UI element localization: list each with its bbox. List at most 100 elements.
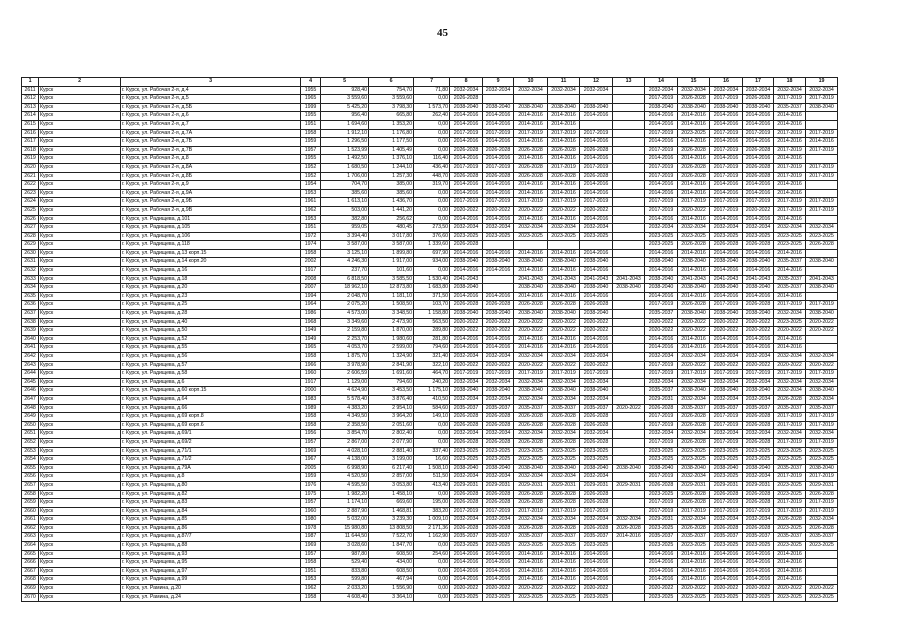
table-cell: 2038-2040 bbox=[449, 309, 483, 319]
table-cell: Курск bbox=[38, 154, 121, 164]
table-cell: 2026-2028 bbox=[742, 94, 774, 104]
table-cell: 0,00 bbox=[413, 541, 450, 551]
table-cell: г. Курск, ул. Радищева, д.82 bbox=[120, 489, 301, 500]
table-cell: 2032-2034 bbox=[742, 515, 774, 525]
table-row: 2625 Курск г. Курск, ул. Рабочая 2-я, д.9В… bbox=[21, 205, 838, 216]
table-cell: 2017-2019 bbox=[773, 145, 806, 156]
table-cell: 2014-2016 bbox=[709, 334, 743, 345]
column-header: 15 bbox=[677, 77, 710, 87]
table-cell: 2041-2043 bbox=[612, 274, 645, 285]
table-cell: 599,80 bbox=[320, 575, 369, 586]
table-cell: 2017-2019 bbox=[805, 369, 838, 379]
table-cell: г. Курск, ул. Радищева, д.118 bbox=[120, 240, 301, 250]
table-cell: 2032-2034 bbox=[449, 85, 483, 96]
table-cell: 2035-2037 bbox=[709, 532, 743, 543]
table-cell: 2038-2040 bbox=[644, 257, 678, 268]
table-cell: 2014-2016 bbox=[677, 111, 710, 121]
table-cell: Курск bbox=[38, 145, 121, 156]
table-cell: г. Курск, ул. Рабочая 2-я, д.4 bbox=[120, 85, 301, 96]
table-cell: 2038-2040 bbox=[482, 257, 514, 268]
table-cell: 2038-2040 bbox=[579, 283, 613, 293]
table-cell: Курск bbox=[38, 128, 121, 139]
table-cell: 1958 bbox=[300, 248, 321, 259]
table-cell: 2017-2019 bbox=[805, 205, 838, 216]
table-cell bbox=[612, 102, 645, 113]
table-cell: 2032-2034 bbox=[449, 472, 483, 482]
table-cell: 2 599,00 bbox=[368, 343, 414, 353]
table-cell: 2014-2016 bbox=[677, 291, 710, 302]
table-cell bbox=[482, 240, 514, 250]
table-cell: 6 998,90 bbox=[320, 463, 369, 474]
table-cell: Курск bbox=[38, 369, 121, 379]
table-cell: 2623 bbox=[21, 188, 39, 199]
table-cell: 2020-2022 bbox=[579, 360, 613, 371]
table-cell: г. Курск, ул. Радищева, д.105 bbox=[120, 223, 301, 233]
table-cell: 2023-2025 bbox=[709, 472, 743, 482]
table-cell: 2035-2037 bbox=[547, 532, 580, 543]
table-cell: 1960 bbox=[300, 506, 321, 517]
table-cell: 2014-2016 bbox=[709, 180, 743, 190]
table-cell: г. Курск, ул. Радищева, д.101 bbox=[120, 214, 301, 225]
table-cell: 2029-2031 bbox=[449, 480, 483, 491]
table-cell: 2628 bbox=[21, 231, 39, 242]
table-cell: 2038-2040 bbox=[677, 386, 710, 396]
table-cell: 2032-2034 bbox=[742, 472, 774, 482]
table-cell: 2017-2019 bbox=[644, 360, 678, 371]
table-row: 2631 Курск г. Курск, ул. Радищева, д.14 ко… bbox=[21, 257, 838, 268]
table-cell: 2026-2028 bbox=[677, 171, 710, 182]
table-cell: 2032-2034 bbox=[773, 309, 806, 319]
table-cell: 1 405,49 bbox=[368, 145, 414, 156]
table-cell: 2032-2034 bbox=[709, 377, 743, 388]
column-header: 16 bbox=[709, 77, 743, 87]
table-cell: 2 887,90 bbox=[320, 506, 369, 517]
table-cell: 2014-2016 bbox=[482, 248, 514, 259]
table-cell: 2017-2019 bbox=[709, 437, 743, 448]
table-cell: 2014-2016 bbox=[482, 575, 514, 586]
table-cell: 240,20 bbox=[413, 377, 450, 388]
table-cell bbox=[612, 446, 645, 457]
table-cell: 2643 bbox=[21, 360, 39, 371]
table-cell: 2613 bbox=[21, 102, 39, 113]
table-cell: 2017-2019 bbox=[644, 420, 678, 431]
table-cell: 2017-2019 bbox=[709, 369, 743, 379]
table-cell: 2014-2016 bbox=[644, 266, 678, 276]
table-cell: 2014-2016 bbox=[449, 575, 483, 586]
table-cell: 2014-2016 bbox=[482, 566, 514, 577]
table-cell: 2041-2043 bbox=[547, 274, 580, 285]
table-row: 2657 Курск г. Курск, ул. Радищева, д.80 197… bbox=[21, 480, 838, 491]
table-cell: 1955 bbox=[300, 111, 321, 121]
table-cell: 2023-2025 bbox=[579, 446, 613, 457]
table-cell bbox=[612, 472, 645, 482]
table-cell: 1951 bbox=[300, 566, 321, 577]
table-cell: 2 048,70 bbox=[320, 291, 369, 302]
table-cell: 0,00 bbox=[413, 197, 450, 207]
table-cell: 2041-2043 bbox=[579, 274, 613, 285]
table-cell: 2632 bbox=[21, 266, 39, 276]
table-cell: 1 508,50 bbox=[368, 300, 414, 311]
table-cell: 3 854,70 bbox=[320, 429, 369, 439]
table-cell: 2653 bbox=[21, 446, 39, 457]
table-cell: 2014-2016 bbox=[579, 137, 613, 147]
table-cell: 1 244,10 bbox=[368, 162, 414, 173]
table-cell: 2023-2025 bbox=[677, 446, 710, 457]
table-cell: Курск bbox=[38, 162, 121, 173]
table-cell: 2023-2025 bbox=[742, 455, 774, 465]
table-cell: 2 077,90 bbox=[368, 437, 414, 448]
table-cell bbox=[612, 549, 645, 560]
table-cell bbox=[612, 429, 645, 439]
table-cell: 2651 bbox=[21, 429, 39, 439]
table-cell: 2026-2028 bbox=[742, 412, 774, 422]
table-row: 2611 Курск г. Курск, ул. Рабочая 2-я, д.4 1… bbox=[21, 85, 838, 96]
table-cell: Курск bbox=[38, 403, 121, 414]
table-cell: 1957 bbox=[300, 498, 321, 508]
table-cell: 2622 bbox=[21, 180, 39, 190]
table-cell: 2023-2025 bbox=[579, 455, 613, 465]
table-cell: 2020-2022 bbox=[547, 205, 580, 216]
table-cell: 2014-2016 bbox=[742, 154, 774, 164]
table-cell: 2649 bbox=[21, 412, 39, 422]
table-cell: 2641 bbox=[21, 343, 39, 353]
table-cell: 13 808,50 bbox=[368, 523, 414, 534]
table-cell: 319,70 bbox=[413, 180, 450, 190]
table-cell: 3 559,60 bbox=[320, 94, 369, 104]
table-cell bbox=[612, 455, 645, 465]
